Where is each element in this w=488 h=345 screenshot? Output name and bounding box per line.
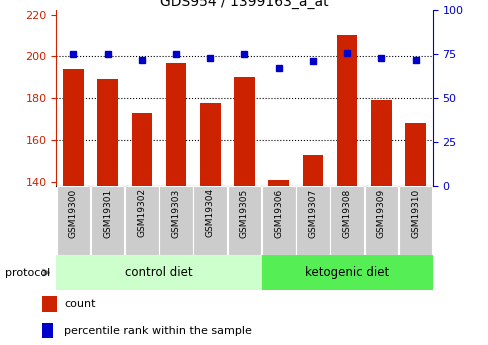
Text: percentile rank within the sample: percentile rank within the sample	[64, 326, 251, 336]
Text: ketogenic diet: ketogenic diet	[305, 266, 388, 279]
Bar	[405, 124, 425, 345]
Bar	[131, 113, 152, 345]
Text: control diet: control diet	[125, 266, 192, 279]
Bar	[336, 36, 357, 345]
Bar	[97, 79, 118, 345]
Bar	[330, 186, 363, 255]
Bar	[296, 186, 329, 255]
Bar	[227, 186, 261, 255]
Bar	[364, 186, 397, 255]
Text: GSM19305: GSM19305	[240, 188, 248, 238]
Text: count: count	[64, 299, 95, 309]
Bar	[159, 186, 192, 255]
Bar	[165, 63, 186, 345]
Text: GSM19304: GSM19304	[205, 188, 214, 237]
Bar	[200, 102, 220, 345]
Text: GSM19306: GSM19306	[274, 188, 283, 238]
Text: GSM19301: GSM19301	[103, 188, 112, 238]
Bar	[398, 186, 431, 255]
Bar	[234, 77, 254, 345]
Bar	[193, 186, 226, 255]
Bar	[370, 100, 391, 345]
Bar	[125, 186, 158, 255]
Text: GSM19309: GSM19309	[376, 188, 385, 238]
Bar	[268, 180, 288, 345]
Text: GSM19307: GSM19307	[308, 188, 317, 238]
Bar	[262, 186, 295, 255]
Bar	[57, 186, 90, 255]
Text: GSM19308: GSM19308	[342, 188, 351, 238]
Bar	[42, 296, 58, 312]
Text: GSM19300: GSM19300	[69, 188, 78, 238]
Text: GSM19302: GSM19302	[137, 188, 146, 237]
Text: protocol: protocol	[5, 268, 50, 277]
Bar	[56, 255, 261, 290]
Bar	[91, 186, 124, 255]
Bar	[63, 69, 83, 345]
Bar	[302, 155, 323, 345]
Text: GSM19303: GSM19303	[171, 188, 180, 238]
Bar	[261, 255, 432, 290]
Bar	[42, 323, 53, 338]
Title: GDS954 / 1399163_a_at: GDS954 / 1399163_a_at	[160, 0, 328, 9]
Text: GSM19310: GSM19310	[410, 188, 419, 238]
